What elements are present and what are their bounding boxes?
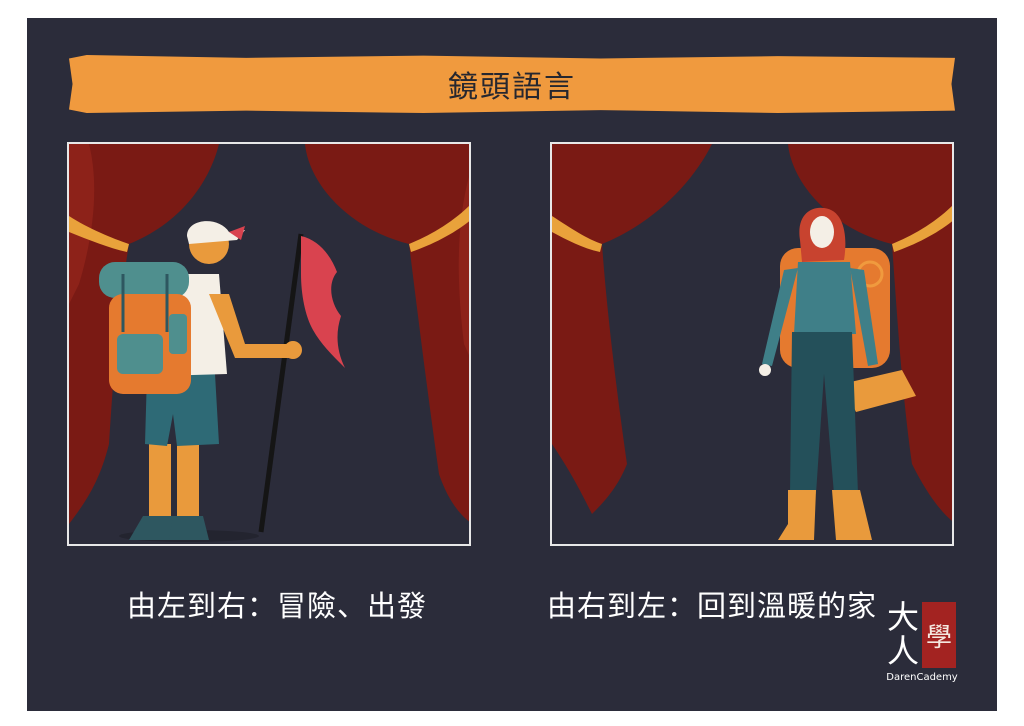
hiker-illustration — [69, 144, 469, 544]
logo-char-xue: 學 — [925, 622, 952, 653]
title-banner: 鏡頭語言 — [69, 55, 955, 113]
backpack-icon — [99, 262, 191, 394]
logo-brand-text: DarenCademy — [886, 672, 958, 683]
slide-title: 鏡頭語言 — [448, 70, 576, 105]
map-icon — [842, 370, 916, 412]
slide: 鏡頭語言 — [27, 18, 997, 711]
right-caption: 由右到左：回到溫暖的家 — [547, 589, 878, 623]
logo-red-seal: 學 — [922, 602, 956, 668]
left-curtain — [552, 144, 712, 514]
returning-traveler-illustration — [552, 144, 952, 544]
flag-pole — [258, 233, 304, 533]
logo-char-da: 大 — [886, 598, 919, 636]
left-caption: 由左到右：冒險、出發 — [127, 589, 428, 623]
left-scene-panel — [67, 142, 471, 546]
right-scene-panel — [550, 142, 954, 546]
darencademy-logo: 大 人 學 DarenCademy — [884, 600, 960, 688]
flag — [301, 236, 345, 368]
logo-char-ren: 人 — [886, 632, 919, 670]
